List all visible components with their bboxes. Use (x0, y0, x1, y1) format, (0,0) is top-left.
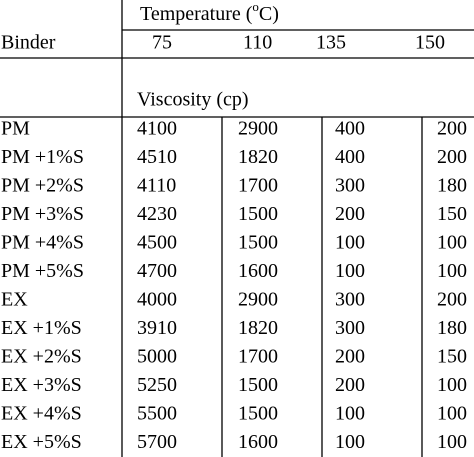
binder-name: EX (1, 289, 28, 311)
viscosity-value: 300 (335, 175, 365, 197)
binder-name: PM +4%S (1, 232, 84, 254)
viscosity-value: 5700 (137, 431, 177, 453)
viscosity-value: 2900 (238, 289, 278, 311)
viscosity-value: 5000 (137, 346, 177, 368)
binder-name: EX +2%S (1, 346, 82, 368)
binder-name: PM +2%S (1, 175, 84, 197)
binder-name: EX +4%S (1, 403, 82, 425)
binder-header: Binder (1, 32, 56, 54)
binder-name: PM +5%S (1, 260, 84, 282)
viscosity-value: 200 (437, 118, 467, 140)
viscosity-value: 1500 (238, 232, 278, 254)
viscosity-value: 4700 (137, 260, 177, 282)
viscosity-value: 1600 (238, 260, 278, 282)
viscosity-value: 1820 (238, 146, 278, 168)
binder-name: EX +1%S (1, 317, 82, 339)
viscosity-value: 150 (437, 346, 467, 368)
viscosity-value: 200 (335, 346, 365, 368)
viscosity-value: 4510 (137, 146, 177, 168)
viscosity-value: 100 (437, 431, 467, 453)
viscosity-value: 200 (335, 203, 365, 225)
viscosity-value: 100 (437, 260, 467, 282)
binder-name: EX +3%S (1, 374, 82, 396)
viscosity-value: 150 (437, 203, 467, 225)
viscosity-value: 100 (335, 232, 365, 254)
quantity-header: Viscosity (cp) (137, 89, 249, 111)
viscosity-value: 100 (437, 232, 467, 254)
temperature-sup: o (252, 0, 259, 14)
viscosity-value: 1600 (238, 431, 278, 453)
viscosity-value: 300 (335, 289, 365, 311)
viscosity-value: 200 (437, 146, 467, 168)
viscosity-value: 100 (437, 403, 467, 425)
viscosity-value: 400 (335, 146, 365, 168)
viscosity-value: 100 (437, 374, 467, 396)
viscosity-value: 3910 (137, 317, 177, 339)
binder-name: PM +3%S (1, 203, 84, 225)
temperature-value: 110 (243, 32, 272, 54)
viscosity-value: 4500 (137, 232, 177, 254)
viscosity-value: 1500 (238, 203, 278, 225)
viscosity-value: 4000 (137, 289, 177, 311)
temperature-header: Temperature (oC) (140, 0, 279, 25)
viscosity-value: 180 (437, 317, 467, 339)
temperature-text: Temperature ( (140, 3, 253, 25)
viscosity-value: 200 (335, 374, 365, 396)
binder-name: PM +1%S (1, 146, 84, 168)
binder-name: PM (1, 118, 30, 140)
binder-name: EX +5%S (1, 431, 82, 453)
viscosity-value: 200 (437, 289, 467, 311)
viscosity-value: 100 (335, 431, 365, 453)
viscosity-value: 100 (335, 403, 365, 425)
viscosity-value: 1820 (238, 317, 278, 339)
temperature-value: 135 (316, 32, 346, 54)
viscosity-value: 1700 (238, 346, 278, 368)
viscosity-value: 4100 (137, 118, 177, 140)
viscosity-value: 1500 (238, 403, 278, 425)
temperature-unit: C) (259, 3, 279, 25)
viscosity-value: 4230 (137, 203, 177, 225)
viscosity-value: 180 (437, 175, 467, 197)
viscosity-value: 300 (335, 317, 365, 339)
viscosity-value: 400 (335, 118, 365, 140)
viscosity-value: 5250 (137, 374, 177, 396)
viscosity-value: 4110 (137, 175, 176, 197)
viscosity-value: 1500 (238, 374, 278, 396)
temperature-value: 150 (415, 32, 445, 54)
viscosity-value: 1700 (238, 175, 278, 197)
temperature-value: 75 (152, 32, 172, 54)
viscosity-value: 2900 (238, 118, 278, 140)
viscosity-value: 100 (335, 260, 365, 282)
viscosity-value: 5500 (137, 403, 177, 425)
